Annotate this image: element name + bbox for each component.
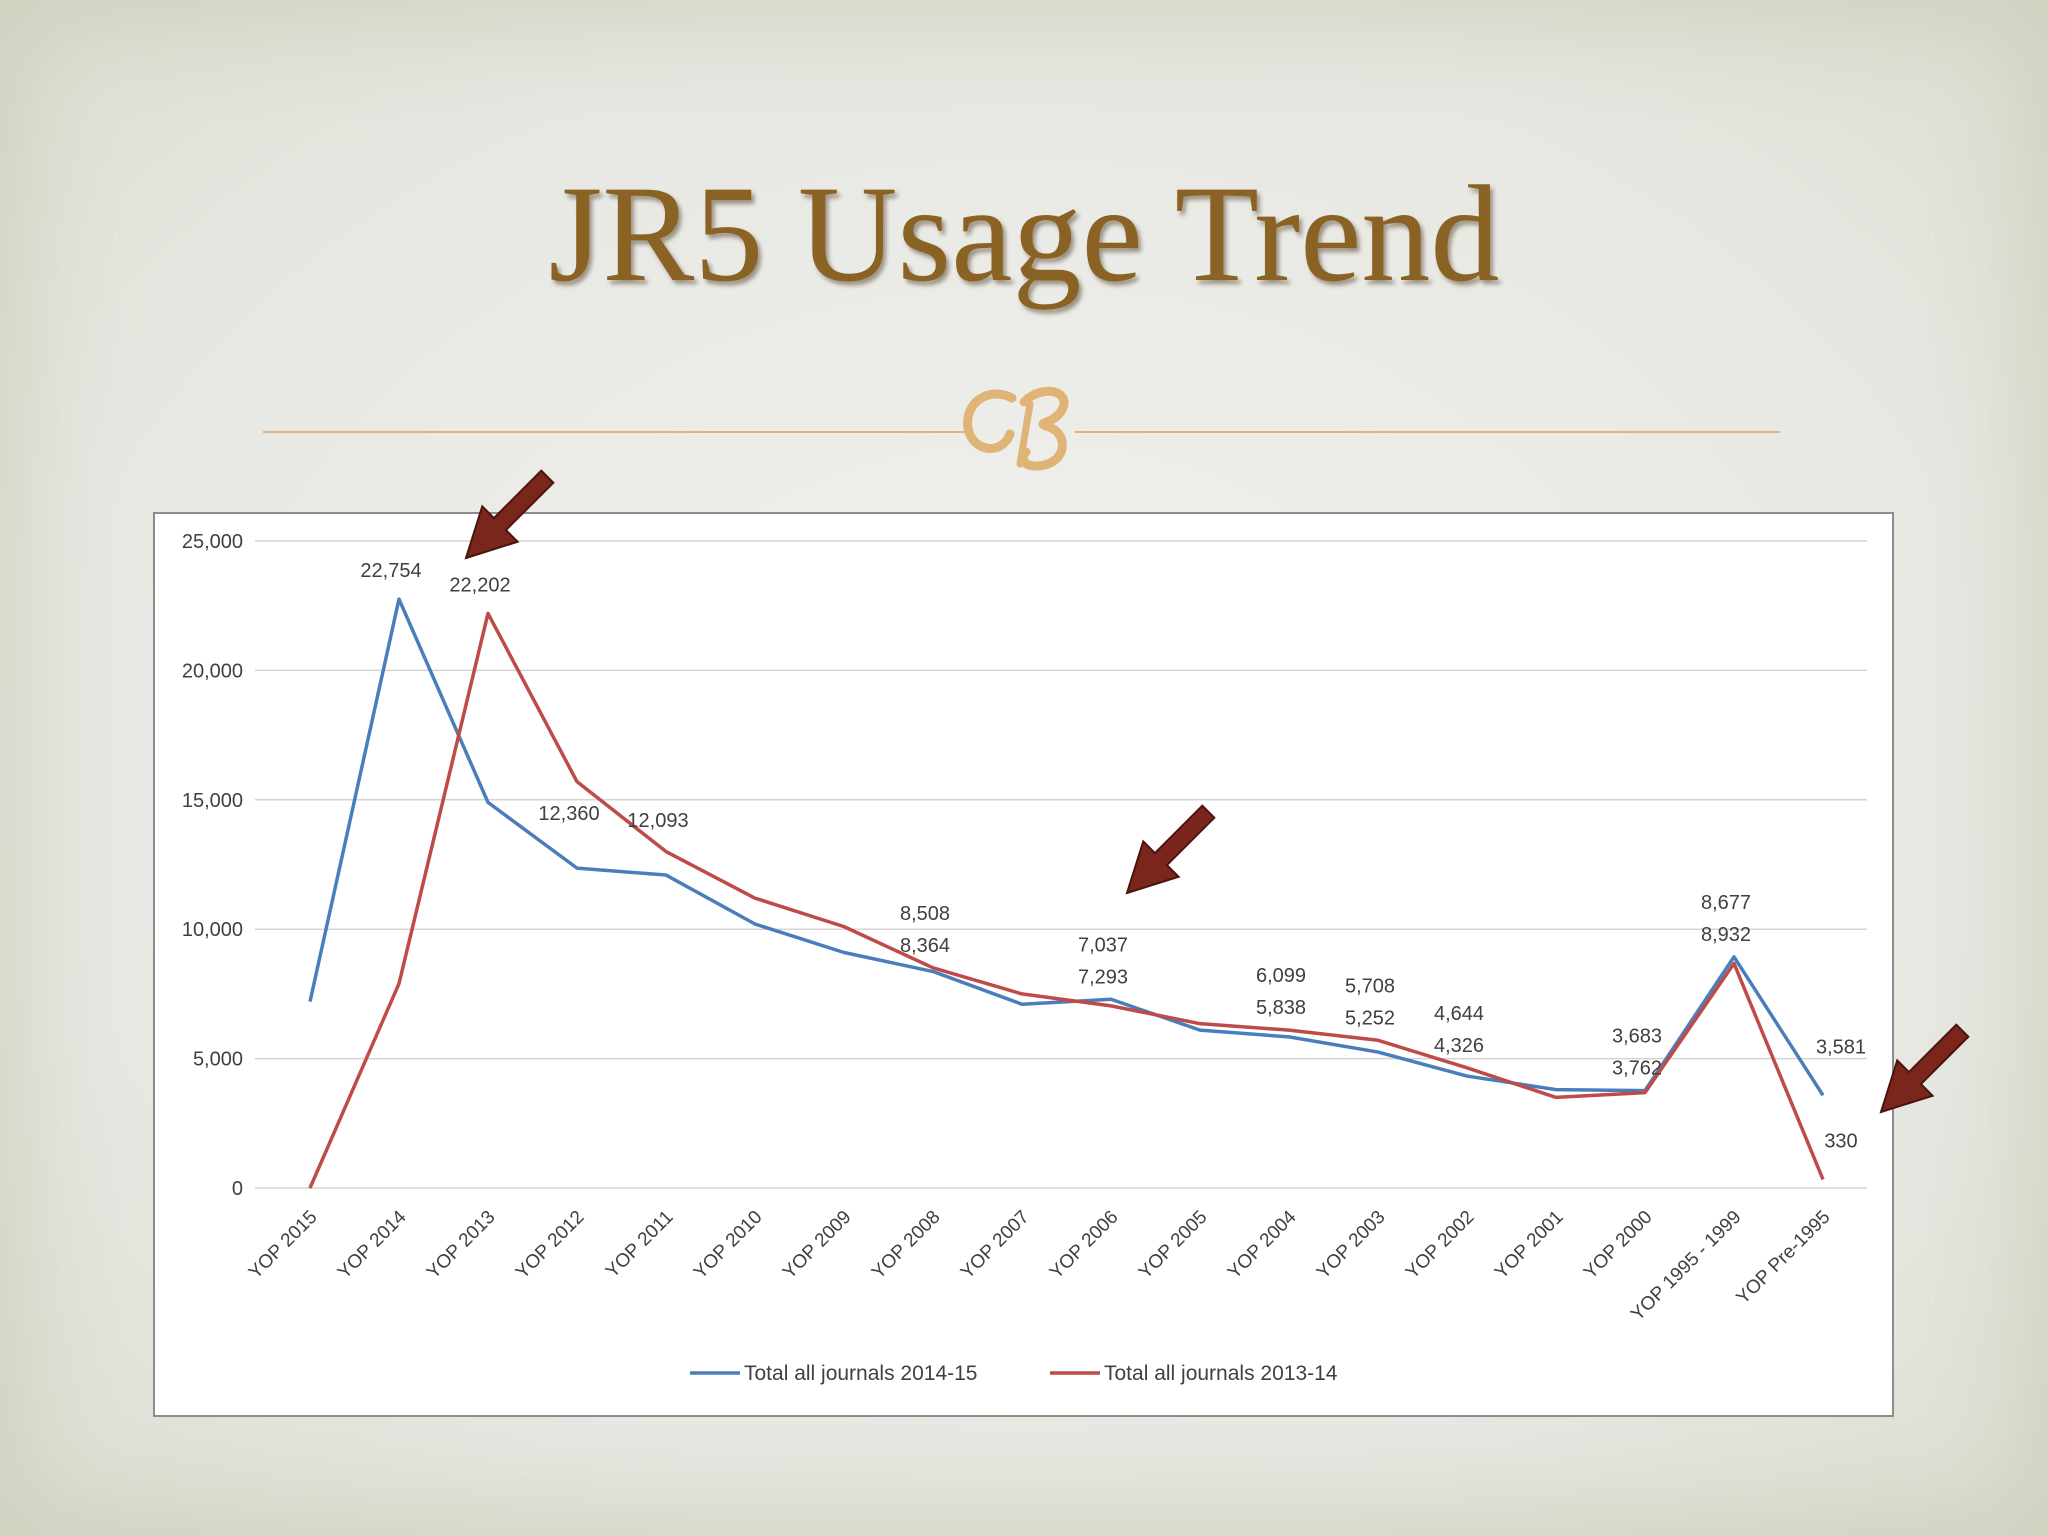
legend-label: Total all journals 2014-15 [744, 1362, 977, 1385]
data-label: 8,364 [900, 935, 950, 957]
data-label: 3,683 [1612, 1026, 1662, 1048]
data-label: 4,644 [1434, 1003, 1484, 1025]
ornament-icon [963, 386, 1069, 471]
data-label: 3,762 [1612, 1058, 1662, 1080]
data-label: 22,754 [360, 560, 421, 582]
data-label: 3,581 [1816, 1036, 1866, 1058]
data-label: 5,838 [1256, 997, 1306, 1019]
data-label: 12,360 [538, 803, 599, 825]
y-tick-label: 5,000 [193, 1049, 243, 1071]
slide-title: JR5 Usage Trend [548, 157, 1500, 310]
data-label: 8,677 [1701, 892, 1751, 914]
data-label: 4,326 [1434, 1035, 1484, 1057]
chart-container: 0 5,000 10,000 15,000 20,000 25,000 YOP 2015 YO… [153, 512, 1894, 1417]
data-label: 7,293 [1078, 966, 1128, 988]
y-tick-label: 25,000 [182, 531, 243, 553]
data-label: 330 [1824, 1130, 1857, 1152]
series-line-0 [308, 597, 1825, 1097]
divider-line-left [263, 431, 970, 433]
annotation-arrow-icon [464, 469, 555, 560]
data-label: 8,508 [900, 903, 950, 925]
data-label: 6,099 [1256, 965, 1306, 987]
data-label: 22,202 [449, 574, 510, 596]
data-label: 12,093 [627, 810, 688, 832]
y-tick-label: 15,000 [182, 790, 243, 812]
series-line-1 [308, 611, 1825, 1189]
y-tick-label: 20,000 [182, 660, 243, 682]
data-label: 8,932 [1701, 924, 1751, 946]
y-tick-label: 10,000 [182, 919, 243, 941]
divider-line-right [1075, 431, 1780, 433]
annotation-arrow-icon [1125, 804, 1216, 895]
data-label: 5,252 [1345, 1007, 1395, 1029]
annotation-arrow-icon [1879, 1023, 1970, 1114]
data-label: 5,708 [1345, 975, 1395, 997]
legend-label: Total all journals 2013-14 [1104, 1362, 1338, 1385]
data-label: 7,037 [1078, 934, 1128, 956]
y-tick-label: 0 [232, 1178, 243, 1200]
